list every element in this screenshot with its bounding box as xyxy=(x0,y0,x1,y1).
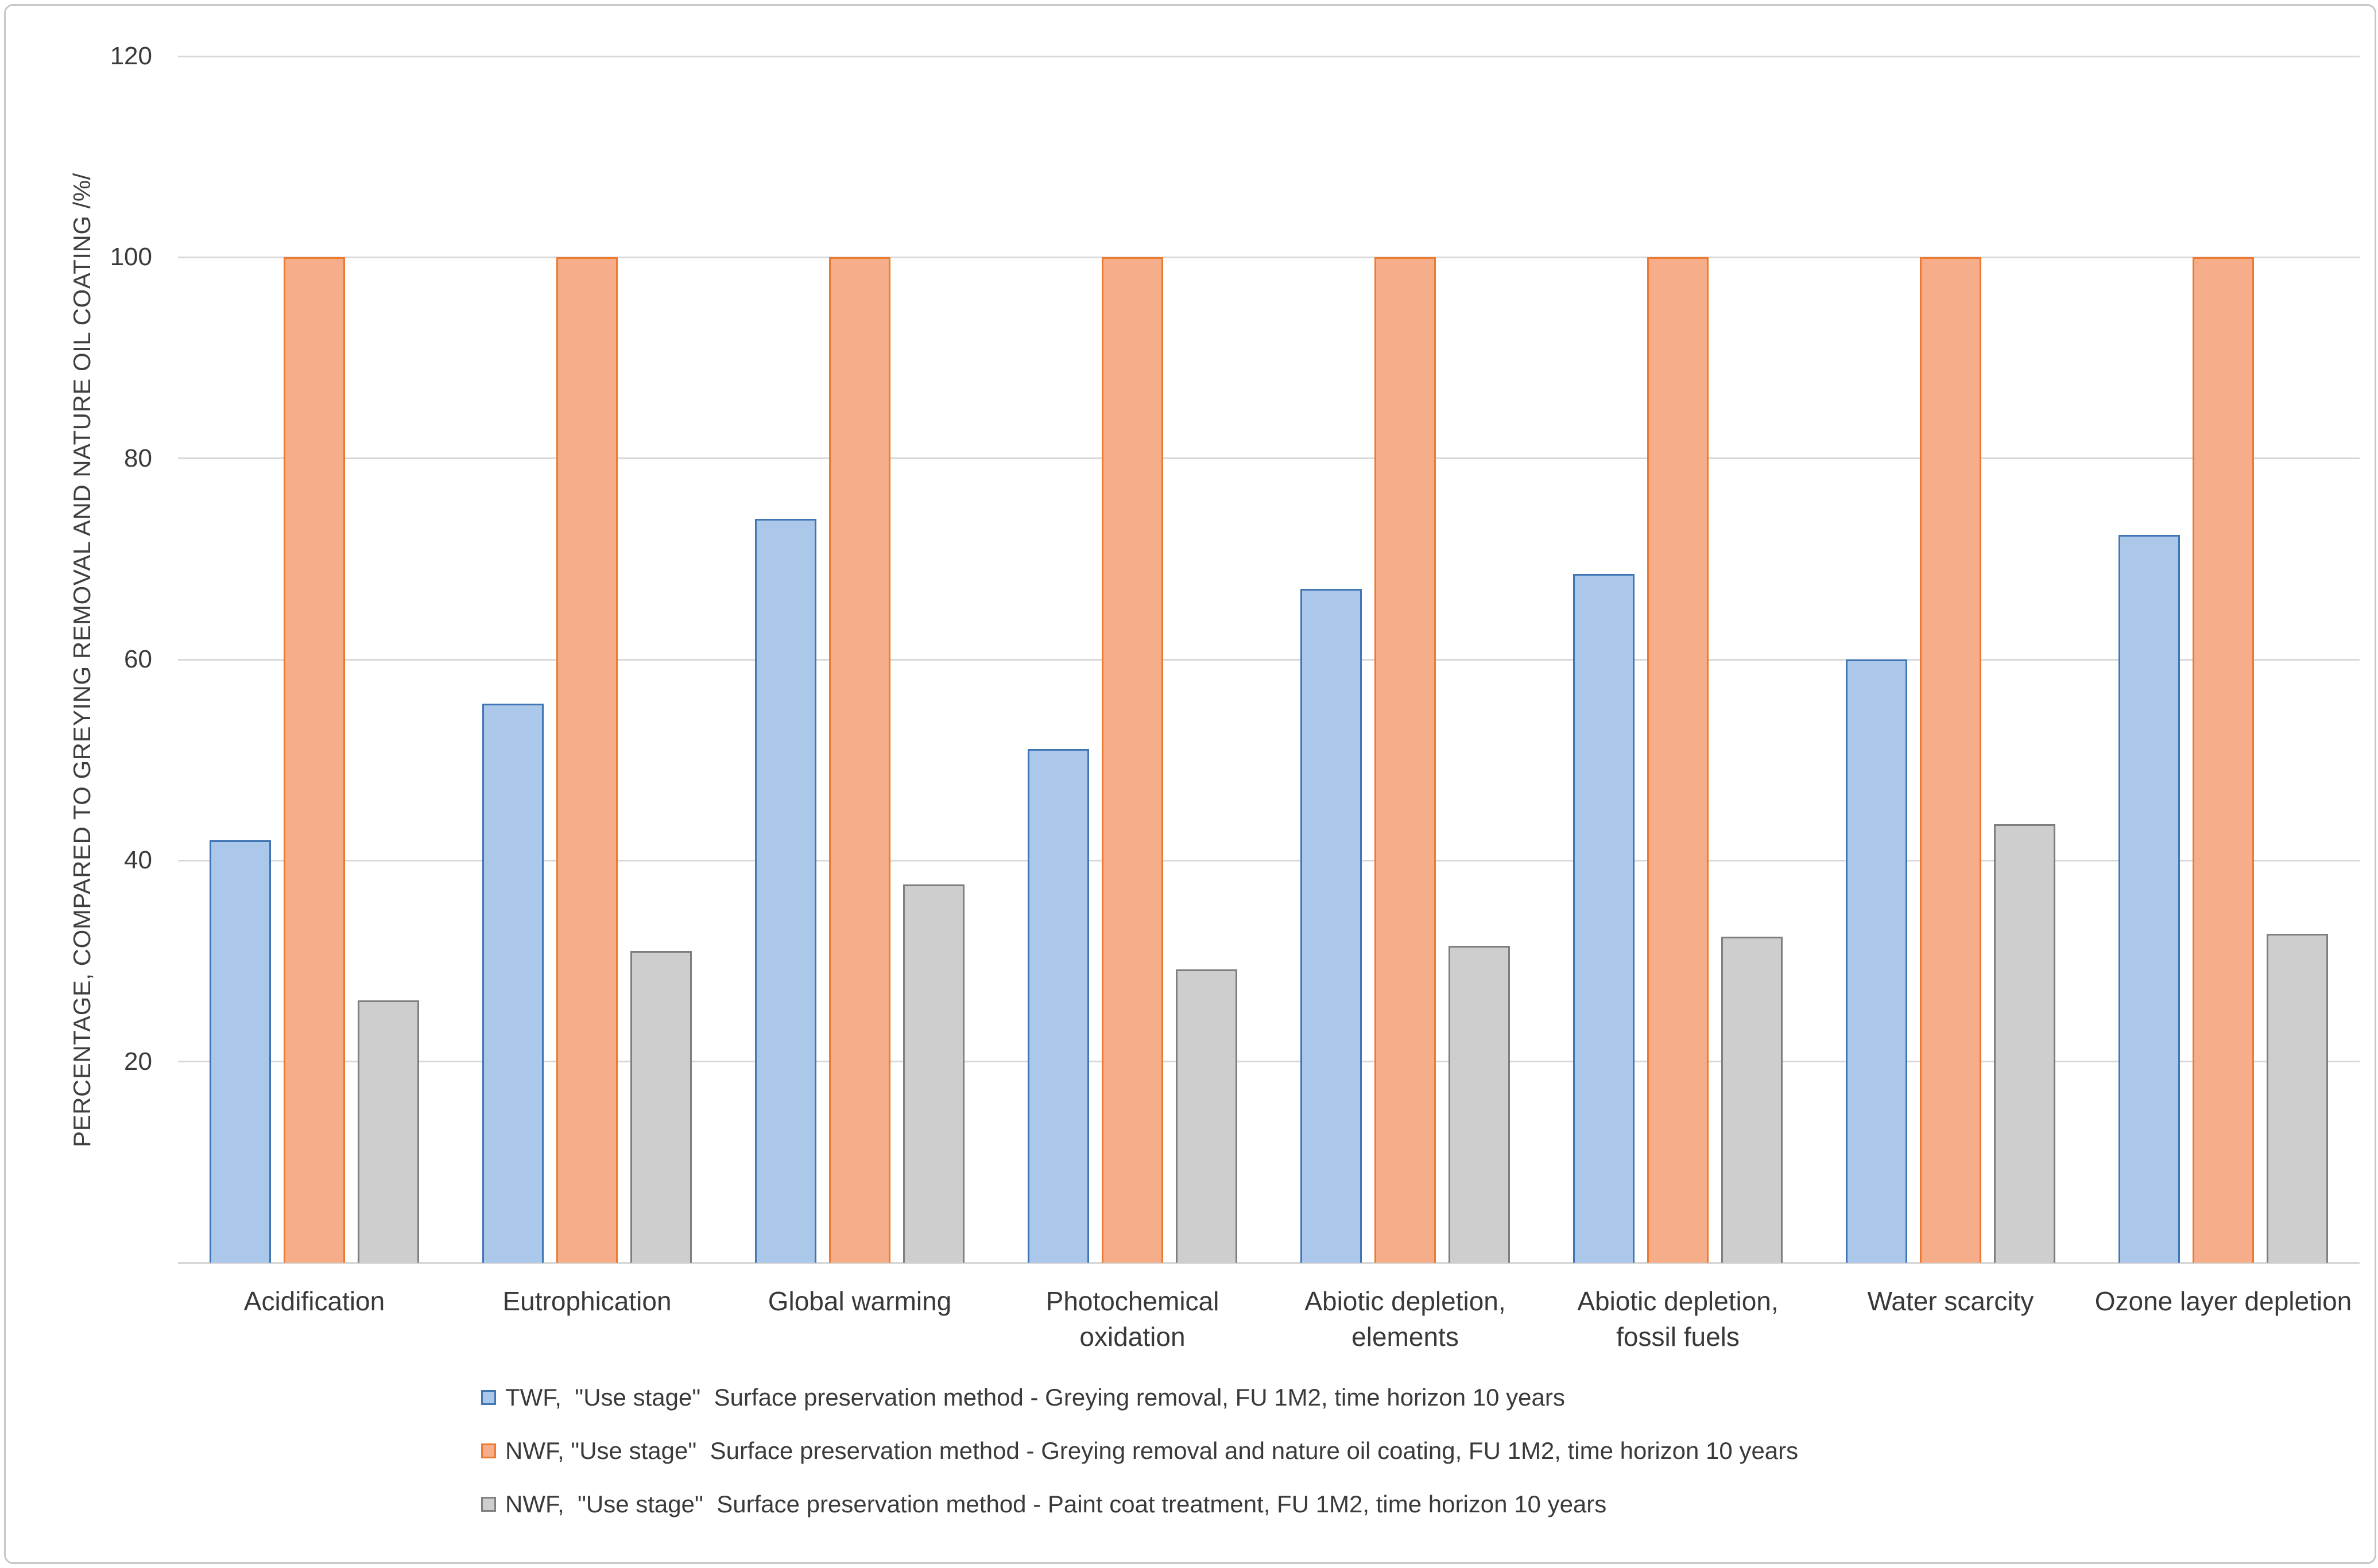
y-tick-label-100: 100 xyxy=(110,243,152,271)
bar-series-3-category-5 xyxy=(1449,946,1510,1263)
gridline-20 xyxy=(178,1061,2360,1063)
bar-series-3-category-6 xyxy=(1721,937,1783,1263)
chart-figure: PERCENTAGE, COMPARED TO GREYING REMOVAL … xyxy=(4,4,2376,1564)
gridline-40 xyxy=(178,859,2360,861)
bar-series-2-category-2 xyxy=(556,257,618,1263)
plot-area xyxy=(178,55,2360,1264)
x-axis-label-6: Abiotic depletion, fossil fuels xyxy=(1577,1286,1779,1352)
legend-label: NWF, "Use stage" Surface preservation me… xyxy=(505,1491,1607,1517)
bar-group-6 xyxy=(1542,56,1814,1263)
bar-group-8 xyxy=(2087,56,2360,1263)
legend-item-2: NWF, "Use stage" Surface preservation me… xyxy=(481,1437,1799,1464)
x-axis-label-1: Acidification xyxy=(243,1286,385,1316)
bar-series-1-category-1 xyxy=(210,840,271,1263)
bar-series-3-category-3 xyxy=(903,884,965,1263)
legend-label: NWF, "Use stage" Surface preservation me… xyxy=(505,1437,1799,1464)
legend-marker-icon xyxy=(481,1390,496,1405)
x-axis-label-7: Water scarcity xyxy=(1867,1286,2034,1316)
bar-series-2-category-8 xyxy=(2193,257,2254,1263)
bar-group-2 xyxy=(451,56,723,1263)
bar-group-1 xyxy=(178,56,451,1263)
bar-series-1-category-3 xyxy=(755,518,816,1263)
gridline-0 xyxy=(178,1262,2360,1264)
gridline-60 xyxy=(178,658,2360,661)
y-tick-label-60: 60 xyxy=(124,645,152,673)
legend-marker-icon xyxy=(481,1497,496,1512)
bar-group-3 xyxy=(723,56,996,1263)
legend-marker-icon xyxy=(481,1443,496,1458)
bar-group-4 xyxy=(996,56,1269,1263)
bar-series-3-category-2 xyxy=(630,950,692,1263)
bar-series-1-category-5 xyxy=(1300,589,1362,1263)
legend-label: TWF, "Use stage" Surface preservation me… xyxy=(505,1384,1565,1411)
bar-series-2-category-1 xyxy=(284,257,345,1263)
legend-item-3: NWF, "Use stage" Surface preservation me… xyxy=(481,1491,1798,1517)
bar-series-3-category-1 xyxy=(358,1000,419,1263)
bar-series-2-category-7 xyxy=(1920,257,1981,1263)
bar-series-2-category-3 xyxy=(829,257,890,1263)
y-tick-label-40: 40 xyxy=(124,846,152,875)
bar-series-2-category-5 xyxy=(1374,257,1436,1263)
bar-series-1-category-6 xyxy=(1573,574,1635,1263)
y-tick-label-20: 20 xyxy=(124,1047,152,1076)
x-axis-label-2: Eutrophication xyxy=(502,1286,672,1316)
bar-series-3-category-8 xyxy=(2267,934,2328,1263)
gridline-80 xyxy=(178,457,2360,460)
y-tick-label-80: 80 xyxy=(124,444,152,472)
x-axis-labels: Acidification Eutrophication Global warmin… xyxy=(178,1283,2360,1381)
bar-chart: PERCENTAGE, COMPARED TO GREYING REMOVAL … xyxy=(6,6,2375,1562)
bar-series-1-category-7 xyxy=(1846,659,1907,1263)
bar-series-2-category-6 xyxy=(1647,257,1709,1263)
gridline-120 xyxy=(178,55,2360,57)
bar-series-3-category-4 xyxy=(1176,969,1237,1263)
bar-series-2-category-4 xyxy=(1102,257,1163,1263)
y-tick-label-120: 120 xyxy=(110,42,152,70)
x-axis-label-8: Ozone layer depletion xyxy=(2094,1286,2352,1316)
bar-group-7 xyxy=(1814,56,2087,1263)
bar-series-1-category-4 xyxy=(1028,748,1089,1263)
x-axis-label-4: Photochemical oxidation xyxy=(1045,1286,1219,1352)
bar-series-1-category-2 xyxy=(482,704,544,1263)
x-axis-label-3: Global warming xyxy=(768,1286,952,1316)
x-axis-label-5: Abiotic depletion, elements xyxy=(1304,1286,1506,1352)
gridline-100 xyxy=(178,256,2360,258)
bar-series-1-category-8 xyxy=(2118,534,2180,1263)
legend-item-1: TWF, "Use stage" Surface preservation me… xyxy=(481,1384,1798,1411)
bar-group-5 xyxy=(1269,56,1542,1263)
legend: TWF, "Use stage" Surface preservation me… xyxy=(481,1384,1798,1517)
bar-series-3-category-7 xyxy=(1994,824,2055,1263)
